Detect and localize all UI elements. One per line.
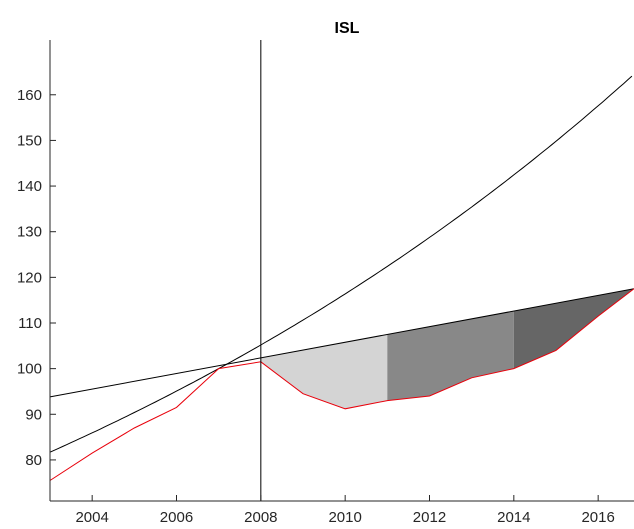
x-tick-label: 2004	[75, 509, 108, 526]
series-lines	[49, 75, 634, 481]
x-axis-ticks: 2004 2006 2008 2010 2012 2014 2016	[75, 495, 615, 526]
y-tick-label: 160	[17, 87, 42, 104]
y-tick-label: 80	[25, 452, 42, 469]
x-tick-label: 2010	[328, 509, 361, 526]
shaded-band-3	[513, 288, 634, 369]
shaded-band-2	[387, 311, 514, 401]
series-line-growth-curve	[49, 75, 633, 453]
y-tick-label: 100	[17, 361, 42, 378]
y-tick-label: 130	[17, 224, 42, 241]
x-tick-label: 2006	[160, 509, 193, 526]
y-axis-ticks: 80 90 100 110 120 130 140 150 160	[17, 87, 56, 469]
series-line-trend	[49, 288, 634, 398]
x-tick-label: 2016	[581, 509, 614, 526]
y-tick-label: 110	[18, 315, 42, 332]
y-tick-label: 120	[17, 269, 42, 286]
chart-title: ISL	[335, 20, 360, 37]
y-tick-label: 90	[25, 406, 42, 423]
series-line-actual	[49, 288, 634, 481]
x-tick-label: 2012	[413, 509, 446, 526]
plot-area	[49, 40, 634, 502]
x-tick-label: 2008	[244, 509, 277, 526]
y-tick-label: 140	[17, 178, 42, 195]
shaded-band-1	[260, 334, 388, 409]
x-tick-label: 2014	[497, 509, 530, 526]
y-tick-label: 150	[17, 132, 42, 149]
shaded-bands	[260, 288, 634, 409]
